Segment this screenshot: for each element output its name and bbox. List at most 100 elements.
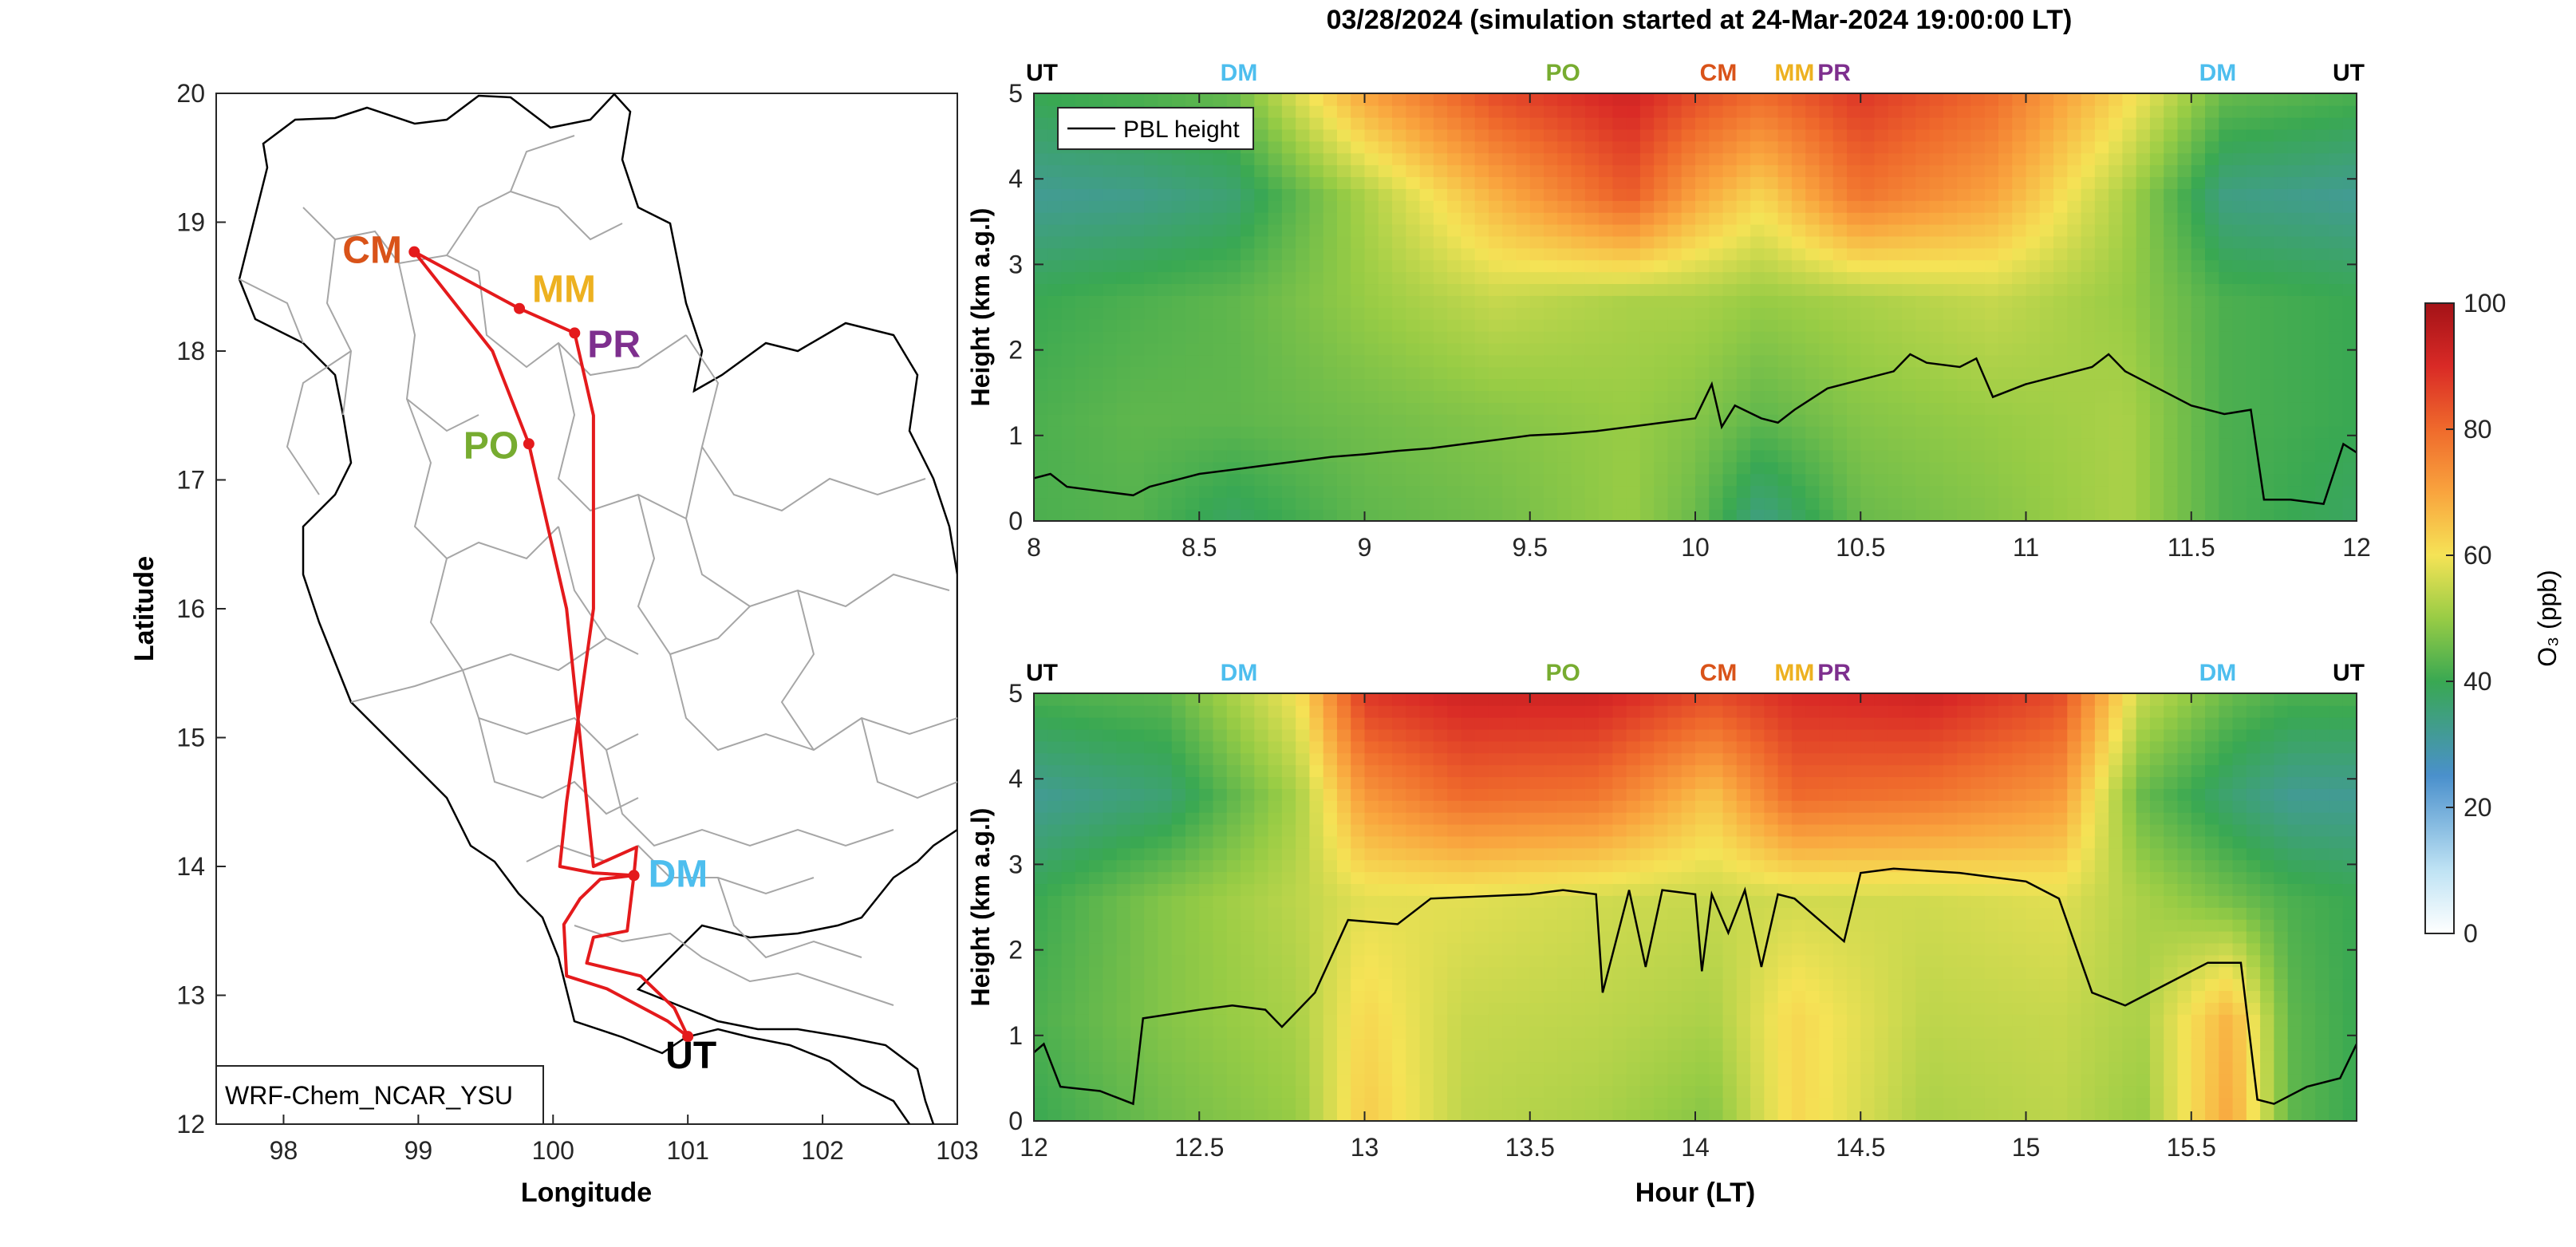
o3-cell — [1544, 449, 1559, 463]
o3-cell — [1378, 188, 1393, 201]
o3-cell — [1364, 823, 1379, 837]
o3-cell — [1516, 223, 1531, 237]
o3-cell — [1516, 176, 1531, 189]
o3-cell — [1309, 1049, 1324, 1063]
o3-cell — [1626, 200, 1641, 213]
o3-cell — [1296, 378, 1311, 392]
o3-cell — [1309, 414, 1324, 427]
o3-cell — [1943, 318, 1958, 332]
o3-cell — [1681, 390, 1696, 403]
o3-cell — [1171, 188, 1186, 201]
o3-cell — [1529, 164, 1544, 178]
o3-cell — [1447, 930, 1462, 944]
o3-cell — [1089, 509, 1104, 521]
o3-cell — [1281, 354, 1296, 368]
o3-cell — [1130, 342, 1145, 356]
o3-cell — [1474, 752, 1489, 766]
o3-cell — [1185, 728, 1201, 742]
o3-cell — [1846, 211, 1862, 225]
o3-cell — [1902, 497, 1917, 510]
o3-cell — [2109, 247, 2124, 261]
o3-cell — [1116, 895, 1131, 908]
o3-cell — [1516, 823, 1531, 837]
o3-cell — [2301, 283, 2316, 296]
o3-cell — [2053, 223, 2069, 237]
o3-cell — [1364, 859, 1379, 873]
o3-cell — [1061, 1109, 1076, 1121]
o3-cell — [2219, 295, 2234, 308]
o3-cell — [1213, 283, 1228, 296]
o3-cell — [1557, 378, 1572, 392]
o3-cell — [1103, 716, 1118, 730]
o3-cell — [1888, 211, 1903, 225]
o3-cell — [1199, 473, 1214, 487]
o3-cell — [2205, 461, 2220, 475]
o3-cell — [1929, 497, 1944, 510]
o3-cell — [1722, 509, 1738, 521]
o3-cell — [1226, 188, 1241, 201]
o3-cell — [2246, 105, 2261, 118]
o3-cell — [1034, 449, 1049, 463]
o3-cell — [2191, 485, 2206, 499]
o3-cell — [1378, 295, 1393, 308]
o3-cell — [2342, 342, 2357, 356]
o3-cell — [1695, 283, 1710, 296]
o3-cell — [1529, 140, 1544, 154]
o3-cell — [1433, 128, 1448, 142]
o3-cell — [1241, 859, 1256, 873]
o3-cell — [1639, 497, 1655, 510]
o3-cell — [1447, 800, 1462, 813]
o3-cell — [1061, 1061, 1076, 1075]
o3-cell — [1502, 788, 1517, 801]
o3-cell — [1254, 354, 1269, 368]
o3-cell — [1474, 283, 1489, 296]
o3-cell — [1185, 776, 1201, 789]
o3-cell — [1516, 259, 1531, 273]
o3-cell — [1419, 164, 1434, 178]
o3-cell — [1970, 402, 1986, 415]
o3-cell — [1722, 93, 1738, 106]
o3-cell — [1544, 116, 1559, 130]
o3-cell — [1709, 223, 1724, 237]
o3-cell — [1089, 823, 1104, 837]
o3-cell — [2274, 318, 2289, 332]
o3-cell — [1709, 437, 1724, 451]
o3-cell — [1805, 271, 1821, 285]
o3-cell — [1874, 247, 1889, 261]
o3-cell — [1061, 835, 1076, 849]
o3-cell — [1171, 402, 1186, 415]
o3-cell — [1929, 164, 1944, 178]
o3-cell — [1433, 752, 1448, 766]
o3-cell — [1516, 1002, 1531, 1015]
o3-cell — [1378, 835, 1393, 849]
o3-cell — [1309, 152, 1324, 166]
o3-cell — [1226, 235, 1241, 249]
o3-cell — [1805, 116, 1821, 130]
o3-cell — [1571, 235, 1586, 249]
o3-cell — [1709, 295, 1724, 308]
o3-cell — [1116, 716, 1131, 730]
o3-cell — [2205, 449, 2220, 463]
o3-cell — [1943, 366, 1958, 380]
o3-cell — [1612, 152, 1627, 166]
map-y-tick-label: 20 — [176, 79, 205, 108]
o3-cell — [1957, 330, 1972, 344]
o3-cell — [1158, 223, 1173, 237]
o3-cell — [2205, 342, 2220, 356]
o3-cell — [1419, 907, 1434, 920]
o3-cell — [1378, 509, 1393, 521]
o3-cell — [1351, 247, 1366, 261]
o3-cell — [1364, 693, 1379, 706]
o3-cell — [2191, 390, 2206, 403]
o3-cell — [1516, 1025, 1531, 1039]
o3-cell — [1351, 1049, 1366, 1063]
o3-cell — [1158, 152, 1173, 166]
o3-cell — [1116, 390, 1131, 403]
o3-cell — [1116, 918, 1131, 932]
o3-cell — [2122, 425, 2137, 439]
o3-cell — [1034, 740, 1049, 754]
o3-cell — [1681, 283, 1696, 296]
o3-cell — [1502, 176, 1517, 189]
o3-cell — [2191, 283, 2206, 296]
